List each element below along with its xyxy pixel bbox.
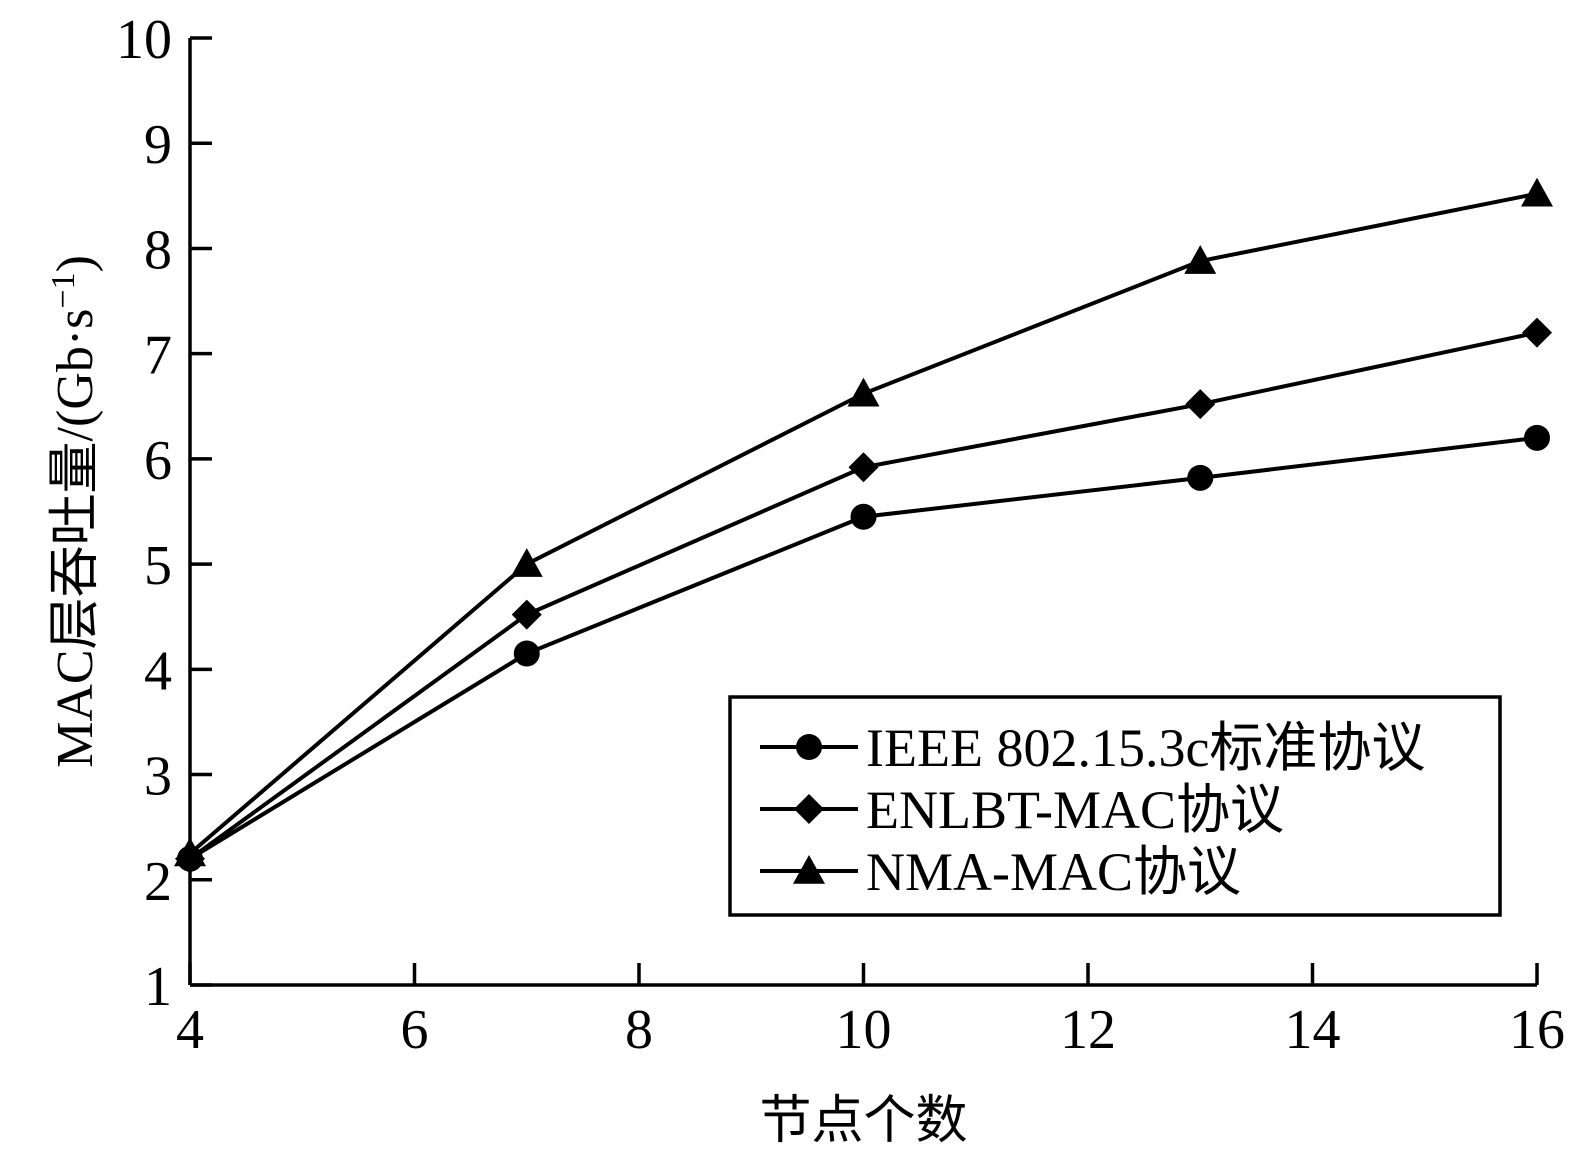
- y-tick-label: 2: [144, 851, 172, 913]
- y-axis-label-main: MAC层吞吐量/(Gb·s: [47, 309, 104, 768]
- series-layer: [174, 177, 1553, 874]
- y-axis-label-close: ): [47, 255, 104, 272]
- y-tick-label: 3: [144, 746, 172, 808]
- data-point-triangle: [174, 837, 206, 867]
- y-tick-label: 9: [144, 114, 172, 176]
- x-axis-label: 节点个数: [759, 1093, 967, 1150]
- data-point-diamond: [848, 452, 879, 483]
- data-point-diamond: [1522, 317, 1552, 348]
- data-point-circle: [1187, 464, 1214, 491]
- y-tick-label: 8: [144, 219, 172, 281]
- y-tick-label: 7: [144, 325, 172, 387]
- y-axis-label-superscript: −1: [45, 272, 82, 308]
- series-3: [174, 177, 1553, 867]
- data-point-triangle: [510, 548, 543, 577]
- data-point-triangle: [1521, 177, 1553, 207]
- y-tick-label: 6: [144, 430, 172, 492]
- data-point-diamond: [511, 599, 542, 630]
- data-point-triangle: [1184, 245, 1217, 274]
- legend-label: NMA-MAC协议: [866, 842, 1241, 902]
- y-tick-label: 4: [144, 640, 172, 702]
- x-tick-label: 4: [176, 999, 204, 1061]
- series-2: [175, 317, 1552, 874]
- data-point-circle: [513, 640, 540, 667]
- legend-marker-diamond: [794, 794, 824, 824]
- data-point-circle: [850, 503, 877, 530]
- legend-label: ENLBT-MAC协议: [866, 780, 1284, 840]
- x-tick-label: 14: [1285, 999, 1341, 1061]
- legend-box: [728, 695, 1502, 917]
- x-tick-label: 12: [1060, 999, 1116, 1061]
- data-point-triangle: [847, 377, 880, 407]
- legend-marker-triangle: [793, 855, 825, 884]
- data-point-diamond: [1185, 389, 1216, 420]
- x-tick-label: 8: [625, 999, 653, 1061]
- y-axis-label: MAC层吞吐量/(Gb·s−1): [45, 255, 104, 768]
- x-tick-label: 10: [836, 999, 892, 1061]
- y-tick-label: 10: [116, 9, 172, 71]
- x-tick-label: 16: [1509, 999, 1565, 1061]
- legend-label: IEEE 802.15.3c标准协议: [866, 718, 1425, 778]
- x-tick-label: 6: [401, 999, 429, 1061]
- y-tick-label: 1: [144, 956, 172, 1018]
- data-point-circle: [1524, 424, 1550, 451]
- legend-marker-circle: [796, 734, 822, 760]
- y-tick-label: 5: [144, 535, 172, 597]
